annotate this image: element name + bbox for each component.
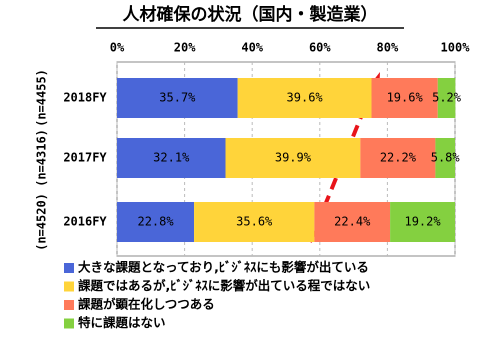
category-label: 2017FY <box>63 151 107 165</box>
bar-segment <box>117 202 195 242</box>
value-label: 35.6% <box>236 215 273 229</box>
legend-swatch <box>64 318 74 329</box>
category-label: 2018FY <box>63 91 107 105</box>
x-tick-label: 20% <box>174 41 196 55</box>
x-tick-label: 100% <box>441 41 471 55</box>
legend-swatch <box>64 263 74 273</box>
value-label: 19.6% <box>387 91 424 105</box>
x-tick-label: 60% <box>309 41 331 55</box>
value-label: 39.9% <box>275 151 312 165</box>
bar-segment <box>390 202 455 242</box>
value-label: 19.2% <box>404 215 441 229</box>
value-label: 22.2% <box>380 151 417 165</box>
legend-label: 課題が顕在化しつつある <box>78 297 215 312</box>
value-label: 35.7% <box>159 91 196 105</box>
value-label: 39.6% <box>287 91 324 105</box>
bar-segment <box>117 78 238 118</box>
bar-segment <box>371 78 438 118</box>
legend-label: 大きな課題となっており,ﾋﾞｼﾞﾈｽにも影響が出ている <box>78 260 369 275</box>
sample-size-label: (n=4455) <box>35 69 49 127</box>
value-label: 5.2% <box>432 91 462 105</box>
legend-label: 課題ではあるが,ﾋﾞｼﾞﾈｽに影響が出ている程ではない <box>78 278 370 293</box>
bar-segment <box>314 202 391 242</box>
bar-segment <box>194 202 315 242</box>
value-label: 32.1% <box>153 151 190 165</box>
value-label: 22.8% <box>137 215 174 229</box>
bar-segment <box>435 138 455 178</box>
x-tick-label: 80% <box>377 41 399 55</box>
bar-segment <box>237 78 372 118</box>
value-label: 22.4% <box>334 215 371 229</box>
sample-size-label: (n=4520) <box>35 193 49 251</box>
x-tick-label: 0% <box>110 41 125 55</box>
bar-segment <box>117 138 226 178</box>
bar-segment <box>225 138 361 178</box>
sample-size-label: (n=4316) <box>35 129 49 187</box>
legend-swatch <box>64 300 74 310</box>
legend-swatch <box>64 281 74 292</box>
bar-segment <box>437 78 456 118</box>
legend-label: 特に課題はない <box>78 315 166 330</box>
x-tick-label: 40% <box>241 41 263 55</box>
category-label: 2016FY <box>63 215 107 229</box>
bar-segment <box>360 138 436 178</box>
value-label: 5.8% <box>431 151 461 165</box>
chart-title: 人材確保の状況（国内・製造業） <box>123 4 378 25</box>
